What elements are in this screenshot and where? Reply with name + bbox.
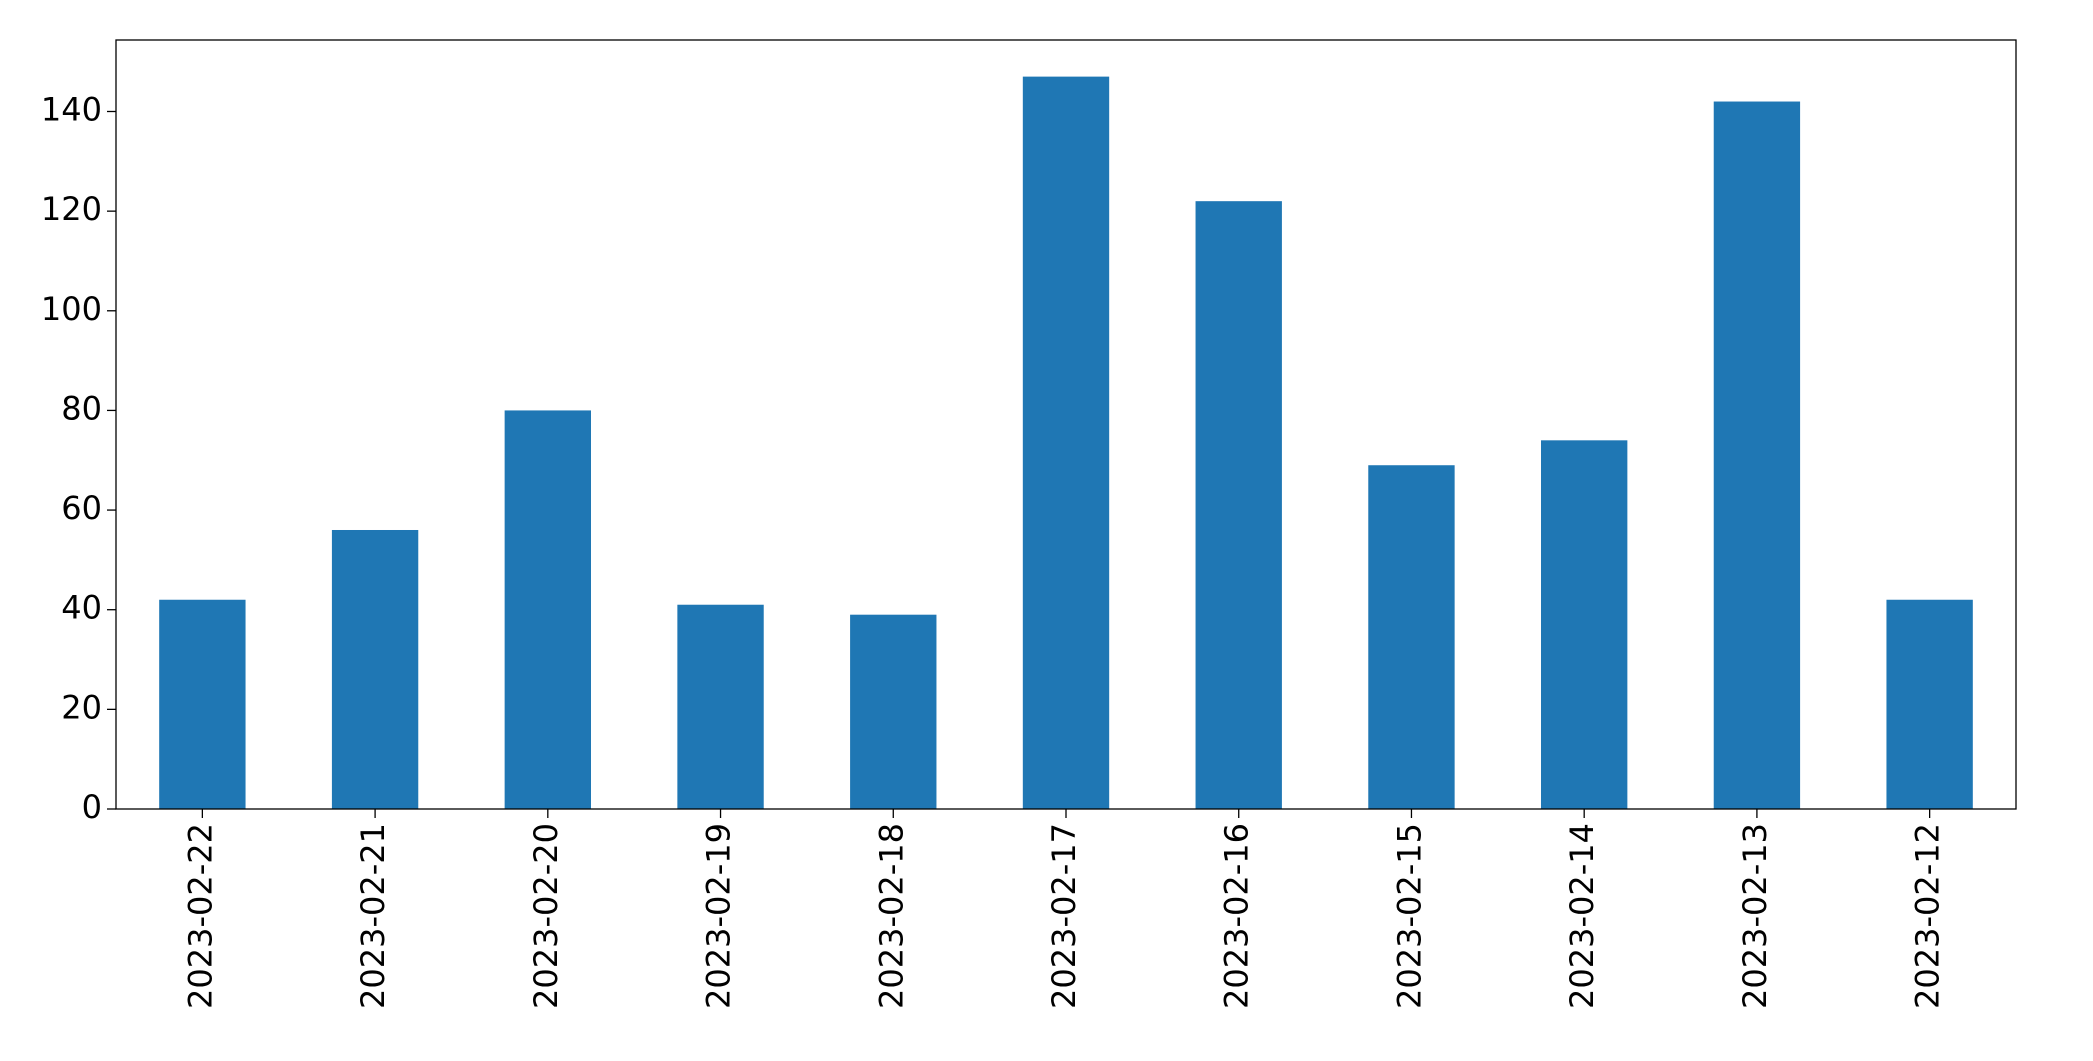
plot-frame	[115, 39, 2017, 810]
x-tick-label: 2023-02-21	[354, 823, 392, 1009]
bar	[159, 599, 246, 809]
bar	[1195, 201, 1282, 809]
y-tick-label: 80	[61, 389, 102, 427]
bar	[1713, 101, 1801, 809]
y-tick-label: 140	[41, 90, 102, 128]
y-tick-label: 0	[82, 788, 102, 826]
bar	[1022, 76, 1110, 810]
y-tick-label: 100	[41, 290, 102, 328]
bar	[504, 410, 591, 809]
x-tick-label: 2023-02-14	[1563, 823, 1601, 1009]
bar	[331, 529, 419, 809]
bar	[677, 604, 764, 809]
x-tick-label: 2023-02-17	[1045, 823, 1083, 1009]
y-tick-label: 120	[41, 190, 102, 228]
x-tick-label: 2023-02-22	[181, 823, 219, 1009]
x-tick-label: 2023-02-15	[1390, 823, 1428, 1009]
x-tick-label: 2023-02-12	[1909, 823, 1947, 1009]
x-tick-label: 2023-02-18	[872, 823, 910, 1009]
x-tick-label: 2023-02-16	[1218, 823, 1256, 1009]
y-tick-label: 60	[61, 489, 102, 527]
bar	[1886, 599, 1973, 809]
bar	[850, 614, 937, 809]
x-tick-label: 2023-02-20	[527, 823, 565, 1009]
x-tick-label: 2023-02-13	[1736, 823, 1774, 1009]
bar	[1368, 465, 1455, 809]
bar	[1541, 440, 1628, 809]
x-tick-label: 2023-02-19	[700, 823, 738, 1009]
y-tick-label: 20	[61, 688, 102, 726]
y-tick-label: 40	[61, 589, 102, 627]
